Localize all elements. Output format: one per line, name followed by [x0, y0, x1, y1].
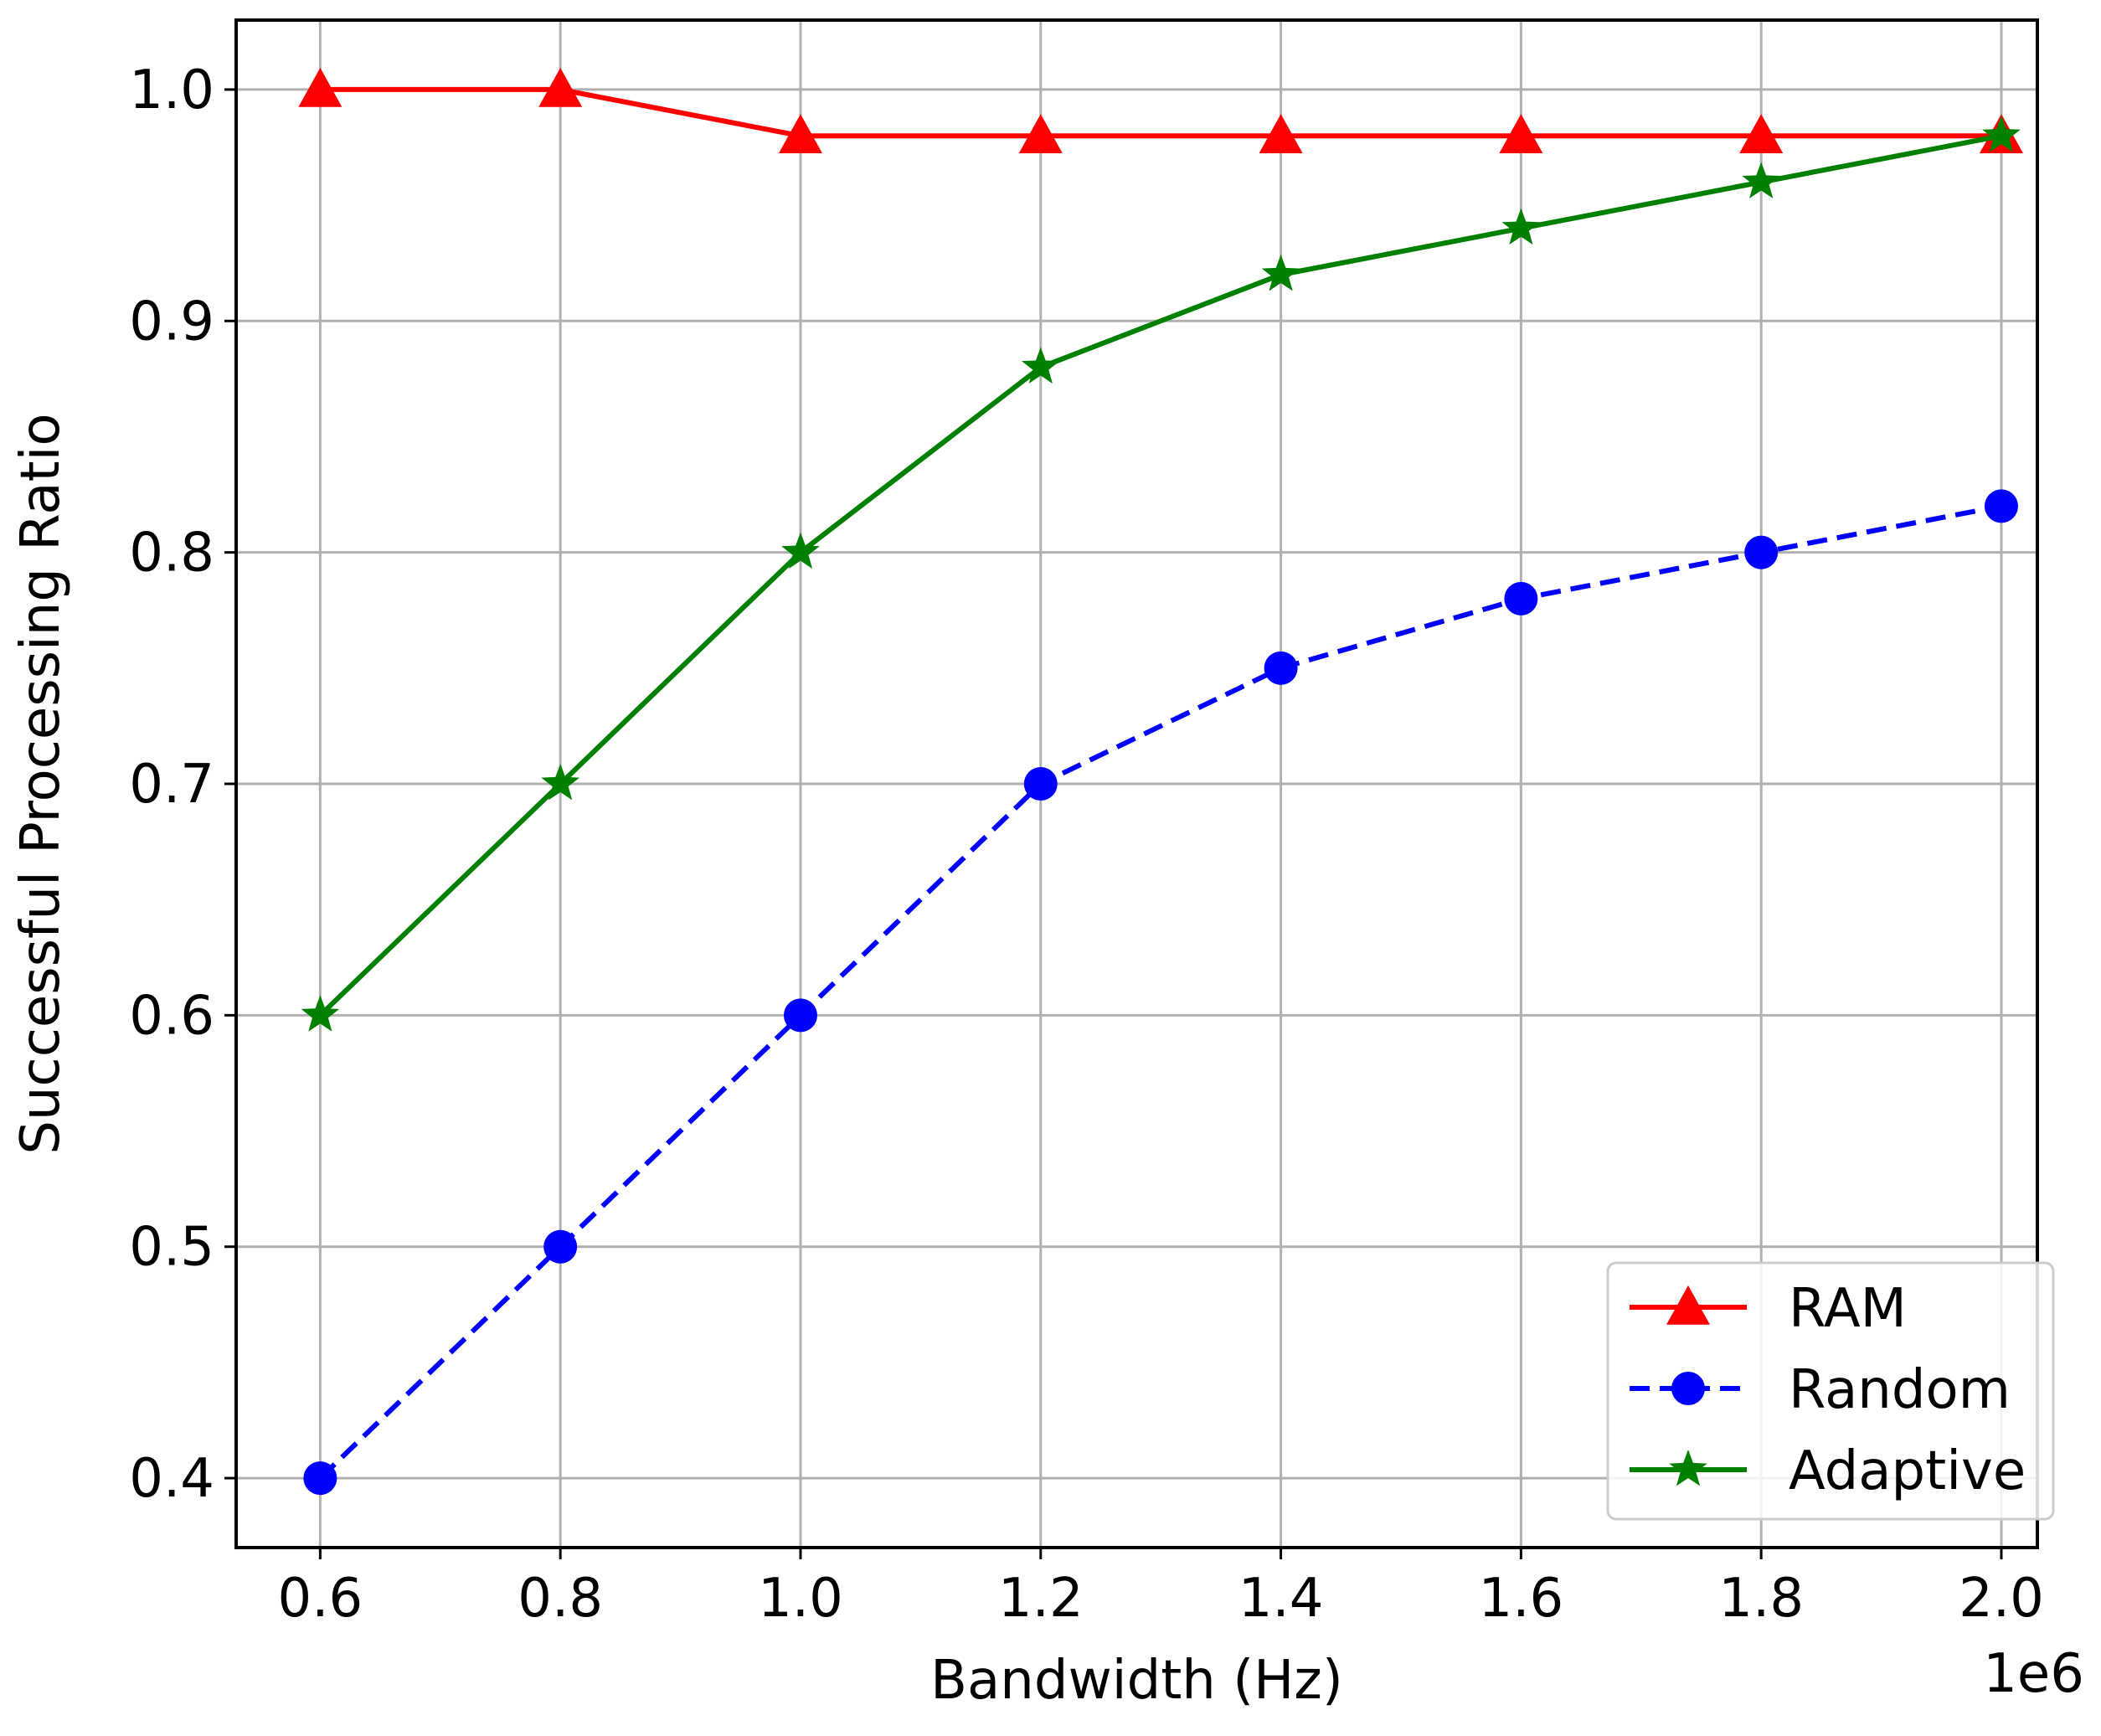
x-tick-label: 1.8: [1718, 1568, 1804, 1630]
data-point-random: [1264, 651, 1298, 685]
x-tick-label: 1.2: [998, 1568, 1084, 1630]
grid: [236, 20, 2037, 1548]
y-tick-label: 0.8: [129, 523, 214, 585]
data-point-adaptive: [541, 764, 579, 801]
data-point-random: [303, 1461, 337, 1496]
x-tick-label: 0.6: [277, 1568, 363, 1630]
y-axis-label: Successful Processing Ratio: [10, 413, 72, 1154]
data-point-adaptive: [1501, 208, 1541, 245]
y-tick-label: 0.9: [129, 291, 214, 353]
series-random: [303, 489, 2018, 1496]
data-point-random: [1023, 767, 1058, 801]
x-tick-label: 0.8: [518, 1568, 603, 1630]
data-point-ram: [298, 67, 342, 107]
data-point-adaptive: [1022, 347, 1060, 384]
data-point-adaptive: [301, 995, 340, 1032]
data-point-random: [543, 1229, 578, 1264]
legend-label-ram: RAM: [1789, 1278, 1907, 1340]
tick-layer: 0.6 0.8 1.0 1.2 1.4 1.6 1.8 2.0 0.4 0.5 0.6 0.7 0.8 0…: [129, 59, 2044, 1630]
x-tick-label: 1.6: [1478, 1568, 1563, 1630]
data-point-random: [1504, 581, 1538, 616]
data-point-adaptive: [1982, 116, 2021, 152]
legend: RAM Random Adaptive: [1606, 1261, 2055, 1521]
data-point-adaptive: [1742, 162, 1780, 198]
legend-box: [1606, 1261, 2055, 1521]
data-point-ram: [1739, 114, 1784, 153]
data-point-adaptive: [1261, 255, 1300, 291]
legend-label-random: Random: [1789, 1359, 2011, 1421]
series-line-adaptive: [318, 133, 2002, 1017]
series-layer: [298, 67, 2023, 1496]
y-tick-label: 1.0: [129, 59, 214, 121]
data-point-random: [1744, 535, 1779, 569]
legend-label-adaptive: Adaptive: [1789, 1440, 2026, 1502]
data-point-random: [1984, 489, 2018, 523]
x-axis-label: Bandwidth (Hz): [930, 1650, 1343, 1712]
data-point-random: [783, 998, 817, 1033]
legend-marker-random: [1671, 1372, 1705, 1405]
x-tick-label: 1.0: [758, 1568, 843, 1630]
series-line-random: [318, 503, 2002, 1481]
x-tick-label: 1.4: [1238, 1568, 1324, 1630]
data-point-ram: [1018, 114, 1063, 153]
y-tick-label: 0.5: [129, 1217, 214, 1279]
data-point-ram: [1259, 114, 1303, 153]
y-tick-label: 0.4: [129, 1448, 214, 1510]
data-point-adaptive: [781, 532, 820, 569]
data-point-ram: [1499, 114, 1543, 153]
series-line-ram: [320, 86, 2001, 139]
y-tick-label: 0.6: [129, 985, 214, 1047]
y-tick-label: 0.7: [129, 754, 214, 816]
legend-marker-adaptive: [1669, 1450, 1707, 1486]
legend-marker-ram: [1666, 1285, 1710, 1325]
data-point-ram: [538, 67, 583, 107]
data-point-ram: [778, 114, 822, 153]
series-adaptive: [301, 116, 2021, 1032]
x-axis-offset-label: 1e6: [1983, 1643, 2084, 1705]
x-tick-label: 2.0: [1959, 1568, 2044, 1630]
